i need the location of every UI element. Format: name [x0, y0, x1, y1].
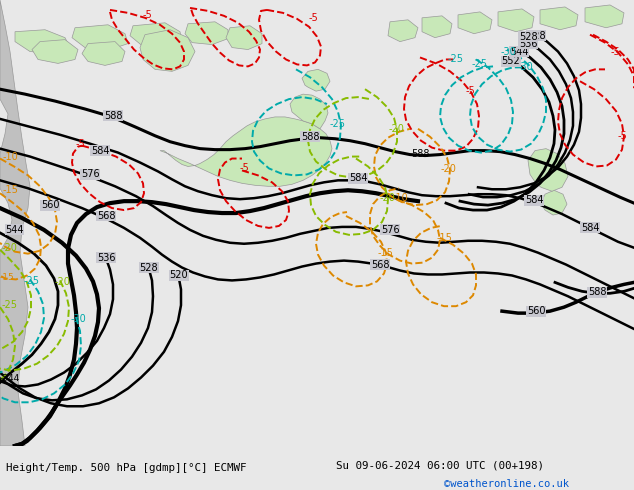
Text: -5: -5 — [142, 10, 152, 20]
Text: -5: -5 — [617, 131, 627, 141]
Polygon shape — [528, 148, 568, 191]
Text: 536: 536 — [519, 39, 537, 49]
Text: Height/Temp. 500 hPa [gdmp][°C] ECMWF: Height/Temp. 500 hPa [gdmp][°C] ECMWF — [6, 463, 247, 473]
Text: -15: -15 — [0, 273, 15, 282]
Text: 520: 520 — [170, 270, 188, 280]
Text: 560: 560 — [527, 306, 545, 316]
Polygon shape — [290, 94, 328, 129]
Polygon shape — [585, 5, 624, 28]
Text: -10: -10 — [392, 193, 408, 203]
Text: -20: -20 — [379, 193, 395, 203]
Text: -544: -544 — [0, 374, 20, 383]
Polygon shape — [185, 22, 228, 45]
Polygon shape — [72, 25, 128, 49]
Text: -25: -25 — [24, 276, 40, 287]
Polygon shape — [226, 26, 262, 49]
Text: 588: 588 — [411, 148, 429, 159]
Text: -30: -30 — [500, 47, 516, 56]
Text: -20: -20 — [2, 243, 18, 253]
Text: -25: -25 — [330, 119, 346, 129]
Polygon shape — [130, 23, 182, 48]
Text: -25: -25 — [448, 54, 464, 65]
Polygon shape — [82, 42, 125, 65]
Polygon shape — [302, 70, 330, 91]
Text: -20: -20 — [54, 277, 70, 288]
Polygon shape — [422, 16, 452, 38]
Text: 552: 552 — [501, 56, 521, 67]
Text: -5: -5 — [610, 47, 620, 56]
Polygon shape — [498, 9, 534, 32]
Polygon shape — [32, 40, 78, 63]
Text: -5: -5 — [239, 164, 249, 173]
Text: -10: -10 — [3, 151, 19, 162]
Text: 576: 576 — [81, 170, 100, 179]
Text: 544: 544 — [5, 225, 23, 235]
Text: -20: -20 — [388, 124, 404, 134]
Polygon shape — [15, 30, 70, 53]
Text: 560: 560 — [41, 200, 59, 210]
Polygon shape — [140, 30, 195, 72]
Polygon shape — [458, 12, 492, 34]
Text: -15: -15 — [436, 233, 452, 243]
Text: -25: -25 — [2, 300, 18, 310]
Text: -5: -5 — [465, 86, 475, 96]
Polygon shape — [541, 190, 567, 215]
Polygon shape — [0, 0, 30, 446]
Text: 588: 588 — [588, 287, 606, 297]
Polygon shape — [540, 7, 578, 30]
Text: 588: 588 — [104, 111, 122, 121]
Text: -5: -5 — [75, 139, 85, 148]
Text: 528: 528 — [527, 31, 545, 41]
Text: 584: 584 — [581, 223, 599, 233]
Text: 576: 576 — [380, 225, 399, 235]
Text: -25: -25 — [472, 59, 488, 70]
Text: -30: -30 — [70, 314, 86, 324]
Text: -15: -15 — [377, 247, 393, 258]
Text: Su 09-06-2024 06:00 UTC (00+198): Su 09-06-2024 06:00 UTC (00+198) — [336, 461, 544, 470]
Polygon shape — [160, 117, 332, 186]
Text: -20: -20 — [440, 165, 456, 174]
Text: -30: -30 — [517, 62, 533, 73]
Text: 584: 584 — [525, 195, 543, 205]
Text: 584: 584 — [91, 146, 109, 156]
Text: -15: -15 — [3, 185, 19, 195]
Polygon shape — [388, 20, 418, 42]
Text: 536: 536 — [97, 253, 115, 263]
Text: ©weatheronline.co.uk: ©weatheronline.co.uk — [444, 479, 569, 489]
Text: 588: 588 — [301, 132, 320, 142]
Text: 528: 528 — [519, 32, 537, 42]
Text: 584: 584 — [349, 173, 367, 183]
Text: 568: 568 — [371, 260, 389, 270]
Text: -5: -5 — [308, 13, 318, 23]
Text: 568: 568 — [97, 211, 115, 221]
Text: 544: 544 — [510, 47, 528, 56]
Text: 528: 528 — [139, 263, 158, 272]
